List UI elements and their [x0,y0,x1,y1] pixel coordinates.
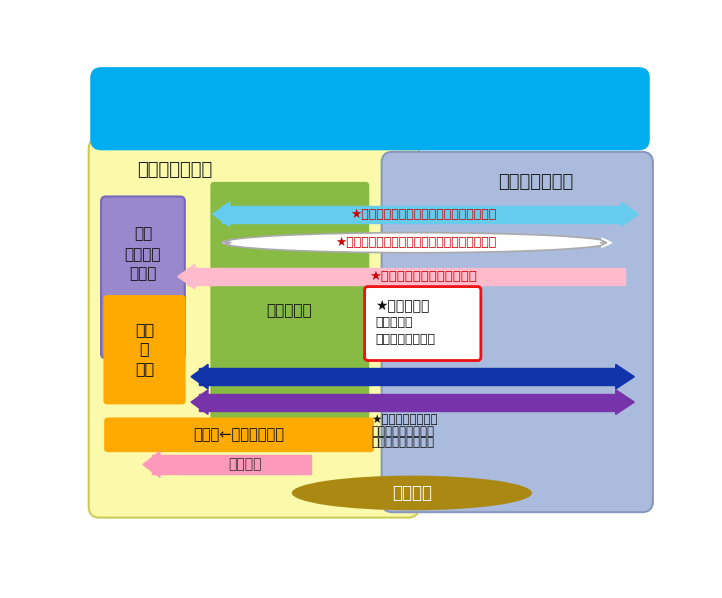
Text: ★相互にメリットのある研究課題の創出・創発: ★相互にメリットのある研究課題の創出・創発 [335,236,497,249]
Text: 共同研究: 共同研究 [392,484,432,502]
FancyBboxPatch shape [90,67,650,150]
FancyBboxPatch shape [103,295,186,404]
Text: ★モデル公開（貸与: ★モデル公開（貸与 [372,413,438,426]
Text: ★データ提供: ★データ提供 [375,298,430,312]
Polygon shape [616,364,635,389]
FancyBboxPatch shape [365,286,481,361]
Polygon shape [601,238,612,248]
Text: 数値予報: 数値予報 [125,248,161,263]
Text: （数値予報研究開発: （数値予報研究開発 [372,425,435,438]
Text: 運用　←　研究・開発: 運用 ← 研究・開発 [193,427,284,442]
Text: 大学等研究機関との連携: 大学等研究機関との連携 [301,114,439,134]
Ellipse shape [292,475,532,510]
Polygon shape [621,202,638,227]
Text: 運用: 運用 [135,361,154,376]
Text: 気象庁（本庁）: 気象庁（本庁） [136,160,212,179]
Text: プラットフォーム）: プラットフォーム） [372,437,435,450]
FancyBboxPatch shape [89,138,419,518]
Text: と: と [139,341,149,356]
Bar [199,368,617,385]
Text: モデル: モデル [129,266,157,281]
Polygon shape [213,202,230,227]
Polygon shape [178,264,195,289]
Text: 気象庁が推進する数値予報モデル開発における: 気象庁が推進する数値予報モデル開発における [239,91,501,111]
Text: 開発: 開発 [135,322,154,337]
FancyBboxPatch shape [210,182,369,422]
Text: 研究成果: 研究成果 [228,457,262,471]
Bar [187,268,625,285]
Text: 現業: 現業 [134,226,152,241]
Text: （気象研究: （気象研究 [375,316,413,328]
Bar [152,455,311,474]
FancyBboxPatch shape [104,417,374,452]
FancyBboxPatch shape [382,152,653,512]
Text: ★研究成果の知見の提供促進: ★研究成果の知見の提供促進 [370,270,477,283]
Text: ★定常的な意見交換の促進・信頼関係強化: ★定常的な意見交換の促進・信頼関係強化 [350,208,497,221]
Text: 気象研究所: 気象研究所 [266,303,312,318]
Polygon shape [191,390,208,414]
Ellipse shape [222,233,609,253]
Text: コンソーシアム）: コンソーシアム） [375,333,435,346]
Text: 大学等研究機関: 大学等研究機関 [498,173,573,191]
Polygon shape [143,451,160,478]
Bar [222,206,621,222]
Polygon shape [616,390,635,414]
Polygon shape [191,364,208,389]
Bar [199,393,617,411]
FancyBboxPatch shape [101,197,185,358]
